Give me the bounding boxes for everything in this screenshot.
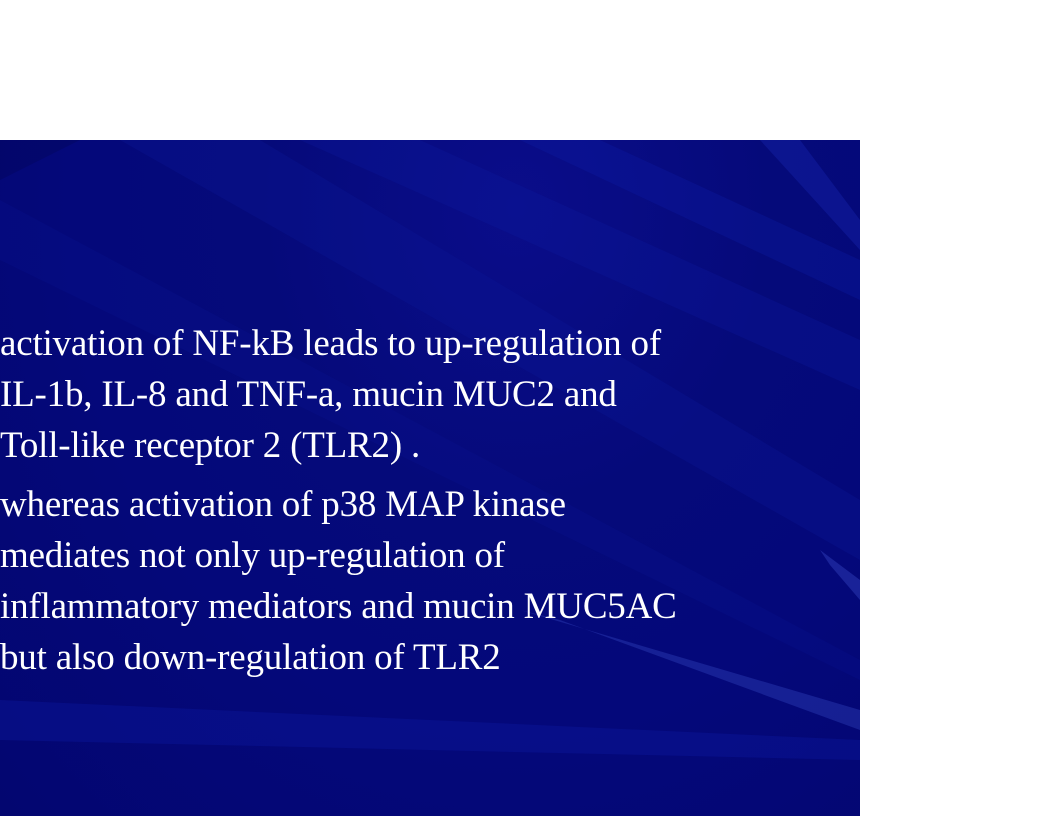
paragraph-p38: whereas activation of p38 MAP kinase med… bbox=[0, 479, 840, 683]
text-line: but also down-regulation of TLR2 bbox=[0, 637, 501, 678]
slide-body-text: activation of NF-kB leads to up-regulati… bbox=[0, 318, 840, 683]
slide-background-rays bbox=[0, 140, 860, 760]
text-line: whereas activation of p38 MAP kinase bbox=[0, 484, 566, 525]
text-line: activation of NF-kB leads to up-regulati… bbox=[0, 323, 661, 364]
text-line: inflammatory mediators and mucin MUC5AC bbox=[0, 586, 677, 627]
text-line: mediates not only up-regulation of bbox=[0, 535, 505, 576]
text-line: Toll-like receptor 2 (TLR2) . bbox=[0, 425, 421, 466]
text-line: IL-1b, IL-8 and TNF-a, mucin MUC2 and bbox=[0, 374, 617, 415]
slide-panel: activation of NF-kB leads to up-regulati… bbox=[0, 140, 860, 816]
paragraph-nf-kb: activation of NF-kB leads to up-regulati… bbox=[0, 318, 840, 471]
